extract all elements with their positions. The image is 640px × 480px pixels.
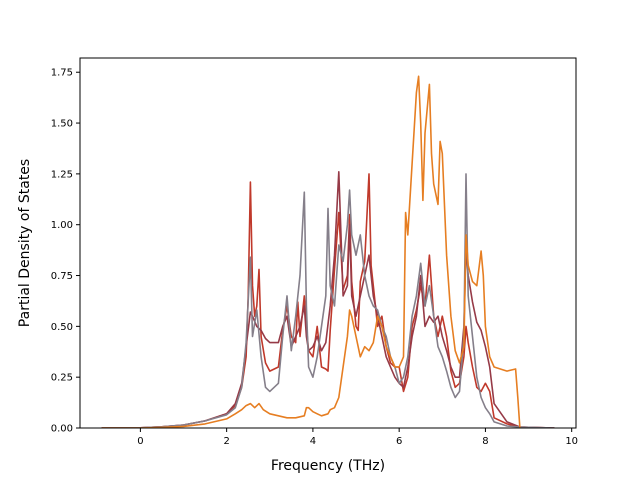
- x-tick-label: 0: [137, 436, 143, 447]
- y-tick-label: 0.00: [51, 424, 73, 435]
- y-tick-label: 0.75: [51, 271, 73, 282]
- x-tick-label: 10: [565, 436, 578, 447]
- x-tick-label: 4: [310, 436, 316, 447]
- series-line-maroon: [101, 171, 555, 428]
- y-tick-label: 1.00: [51, 220, 73, 231]
- y-tick-label: 1.50: [51, 119, 73, 130]
- x-tick-label: 2: [223, 436, 229, 447]
- series-line-grey: [101, 173, 555, 428]
- y-tick-label: 1.25: [51, 169, 73, 180]
- series-line-orange: [101, 75, 521, 428]
- y-tick-label: 1.75: [51, 68, 73, 79]
- x-tick-label: 6: [396, 436, 402, 447]
- y-tick-label: 0.25: [51, 373, 73, 384]
- plot-area: [80, 58, 576, 428]
- plot-frame: [79, 57, 577, 429]
- x-axis-label: Frequency (THz): [271, 458, 385, 474]
- y-axis-label: Partial Density of States: [17, 159, 33, 327]
- x-tick-label: 8: [482, 436, 488, 447]
- x-axis-ticks: 0 2 4 6 8 10: [137, 428, 578, 447]
- series-group: [101, 75, 555, 428]
- y-tick-label: 0.50: [51, 322, 73, 333]
- y-axis-ticks: 0.00 0.25 0.50 0.75 1.00 1.25 1.50 1.75: [51, 68, 80, 435]
